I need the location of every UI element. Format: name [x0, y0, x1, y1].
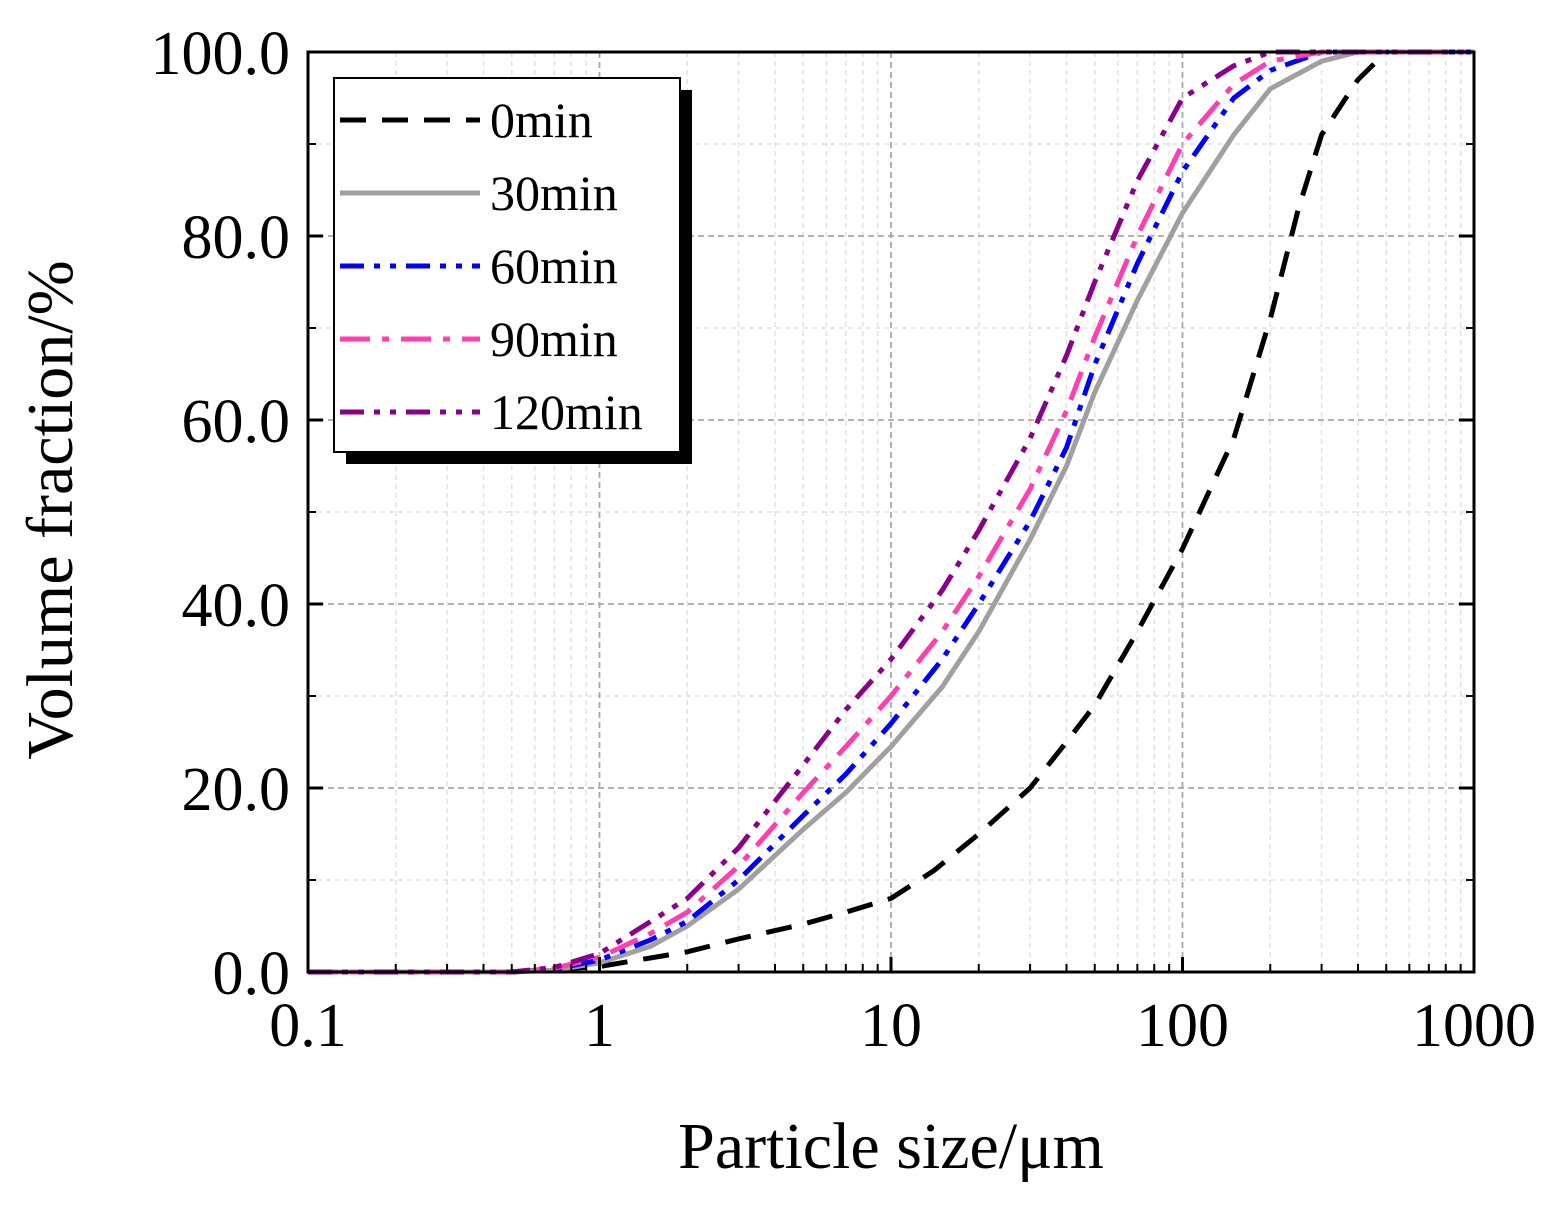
- y-tick-label: 20.0: [182, 756, 291, 824]
- tick-label-layer: 0.1 1 10 100 1000 0.0 20.0 40.0 60.0 80.0 100.0: [151, 20, 1537, 1060]
- series-layer: [308, 49, 1474, 975]
- y-tick-label: 60.0: [182, 388, 291, 456]
- y-tick-label: 40.0: [182, 572, 291, 640]
- x-tick-label: 1: [584, 992, 615, 1060]
- legend-label-0min: 0min: [490, 92, 593, 148]
- x-tick-label: 1000: [1412, 992, 1536, 1060]
- y-axis-label: Volume fraction/%: [14, 260, 87, 759]
- legend-label-30min: 30min: [490, 165, 618, 221]
- x-tick-label: 10: [860, 992, 922, 1060]
- x-tick-label: 100: [1136, 992, 1229, 1060]
- x-tick-label: 0.1: [269, 992, 347, 1060]
- series-line-120min: [308, 49, 1474, 975]
- y-tick-label: 100.0: [151, 20, 291, 88]
- legend-entries: 0min 30min 60min 90min 120min: [340, 92, 643, 440]
- x-axis-label: Particle size/μm: [678, 1110, 1104, 1183]
- series-line-30min: [308, 49, 1474, 975]
- legend-label-60min: 60min: [490, 238, 618, 294]
- tick-layer: [306, 50, 1476, 974]
- legend: 0min 30min 60min 90min 120min: [333, 77, 692, 464]
- legend-label-120min: 120min: [490, 384, 643, 440]
- series-line-90min: [308, 49, 1474, 975]
- y-tick-label: 0.0: [213, 940, 291, 1008]
- series-line-0min: [308, 49, 1474, 975]
- y-tick-label: 80.0: [182, 204, 291, 272]
- legend-label-90min: 90min: [490, 311, 618, 367]
